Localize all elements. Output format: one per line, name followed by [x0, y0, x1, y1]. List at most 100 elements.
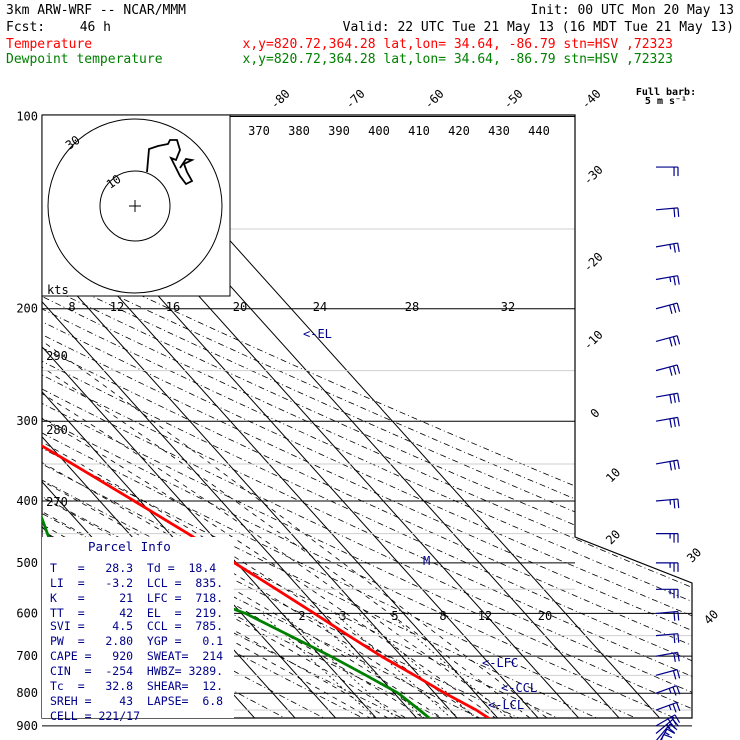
mixing-ratio-label: 12 — [478, 609, 492, 623]
theta-label: 390 — [328, 124, 350, 138]
parcel-info-title: Parcel Info — [88, 539, 171, 554]
temperature-legend-location: x,y=820.72,364.28 lat,lon= 34.64, -86.79… — [243, 37, 673, 52]
temperature-legend-label: Temperature — [6, 37, 92, 52]
theta-label: 440 — [528, 124, 550, 138]
pressure-tick-label: 400 — [16, 494, 38, 508]
wind-barb — [655, 275, 680, 286]
moist-adiabat-line — [42, 308, 576, 718]
dry-adiabat-label: 290 — [46, 349, 68, 363]
level-marker-label: <-EL — [303, 327, 332, 341]
theta-label: 410 — [408, 124, 430, 138]
hodograph: 10 30 kts — [41, 114, 231, 297]
parcel-info-row: CELL = 221/17 — [50, 709, 140, 723]
hodograph-speed-label: 28 — [405, 300, 419, 314]
hodograph-ring-label: 30 — [63, 133, 83, 153]
isotherm-label: 30 — [684, 545, 704, 565]
wind-barb — [655, 633, 680, 644]
parcel-info-row: K = 21 LFC = 718. — [50, 591, 223, 605]
dry-adiabat-line — [42, 116, 692, 718]
parcel-info-row: CAPE = 920 SWEAT= 214 — [50, 649, 223, 663]
hodograph-speed-label: 12 — [110, 300, 124, 314]
parcel-info-box: Parcel Info T = 28.3 Td = 18.4 LI = -3.2… — [42, 537, 234, 723]
wind-barbs — [655, 166, 681, 740]
wind-barb — [655, 610, 680, 621]
mixing-ratio-line — [334, 613, 508, 718]
theta-label: 400 — [368, 124, 390, 138]
pressure-tick-label: 700 — [16, 649, 38, 663]
mixing-ratio-label: 8 — [439, 609, 446, 623]
dry-adiabat-line — [42, 116, 692, 718]
isotherm-label: -80 — [268, 87, 293, 112]
isotherm-line — [42, 116, 491, 718]
wind-barb — [656, 166, 679, 177]
theta-label: 380 — [288, 124, 310, 138]
wind-barb — [655, 669, 681, 680]
theta-label: 420 — [448, 124, 470, 138]
theta-label: 370 — [248, 124, 270, 138]
moist-adiabat-line — [42, 308, 593, 718]
isotherm-line — [42, 116, 370, 718]
isotherm-label: -50 — [501, 87, 526, 112]
isotherm-label: 20 — [603, 527, 623, 547]
isotherm-label: 0 — [588, 406, 603, 421]
isotherm-label: -30 — [581, 163, 606, 188]
hodograph-speed-label: 8 — [68, 300, 75, 314]
mixing-ratio-line — [308, 613, 481, 718]
wind-barb — [655, 685, 681, 696]
theta-label: 430 — [488, 124, 510, 138]
hodograph-speed-label: 16 — [166, 300, 180, 314]
pressure-tick-label: 900 — [16, 719, 38, 733]
wind-barb — [655, 714, 681, 727]
dry-adiabat-line — [42, 116, 671, 718]
hodograph-trace — [146, 139, 195, 186]
isotherm-label: -10 — [581, 328, 606, 353]
pressure-tick-label: 800 — [16, 686, 38, 700]
dry-adiabat-label: 280 — [46, 423, 68, 437]
parcel-info-row: Tc = 32.8 SHEAR= 12. — [50, 679, 223, 693]
wind-barb — [655, 498, 680, 509]
isotherm-line — [42, 116, 46, 718]
wind-barb — [656, 562, 679, 572]
parcel-info-row: PW = 2.80 YGP = 0.1 — [50, 634, 223, 648]
dewpoint-legend-label: Dewpoint temperature — [6, 52, 163, 67]
forecast-hour: 46 h — [80, 20, 111, 35]
level-marker-label: <-LCL — [488, 698, 524, 712]
pressure-tick-label: 600 — [16, 606, 38, 620]
isotherm-label: 40 — [701, 607, 721, 627]
moist-adiabat-line — [42, 308, 479, 718]
wind-legend-value: 5 m s⁻¹ — [645, 96, 687, 107]
dry-adiabat-label: 270 — [46, 495, 68, 509]
freezing-level-marker: M — [423, 554, 430, 568]
moist-adiabat-line — [42, 308, 512, 718]
moist-adiabat-line — [42, 308, 560, 718]
axis-labels: 1002003004005006007008009001000-80-70-60… — [16, 87, 721, 733]
level-markers: <-EL <-LFC <-CCL <-LCL M — [303, 327, 537, 712]
mixing-ratio-line — [358, 613, 533, 718]
moist-adiabat-line — [42, 308, 609, 718]
mixing-ratio-line — [281, 613, 452, 718]
wind-barb — [655, 242, 680, 253]
forecast-label: Fcst: — [6, 20, 45, 35]
mixing-ratio-label: 5 — [391, 609, 398, 623]
pressure-tick-label: 300 — [16, 414, 38, 428]
wind-barb — [656, 533, 679, 543]
isotherm-label: -70 — [343, 87, 368, 112]
dry-adiabat-line — [42, 116, 692, 718]
valid-time: Valid: 22 UTC Tue 21 May 13 (16 MDT Tue … — [343, 20, 734, 35]
wind-barb — [655, 364, 681, 376]
wind-barb — [655, 335, 681, 347]
mixing-ratio-line — [261, 613, 431, 718]
hodograph-speed-label: 24 — [313, 300, 327, 314]
parcel-info-row: TT = 42 EL = 219. — [50, 606, 223, 620]
parcel-info-row: LI = -3.2 LCL = 835. — [50, 576, 223, 590]
hodograph-center-cross — [129, 200, 141, 212]
parcel-info-row: CIN = -254 HWBZ= 3289. — [50, 664, 223, 678]
level-marker-label: <-LFC — [482, 656, 518, 670]
pressure-tick-label: 100 — [16, 110, 38, 124]
wind-barb — [655, 459, 680, 471]
isotherm-line — [0, 117, 4, 740]
wind-barb — [655, 416, 680, 428]
pressure-tick-label: 200 — [16, 302, 38, 316]
wind-barb — [656, 588, 679, 599]
